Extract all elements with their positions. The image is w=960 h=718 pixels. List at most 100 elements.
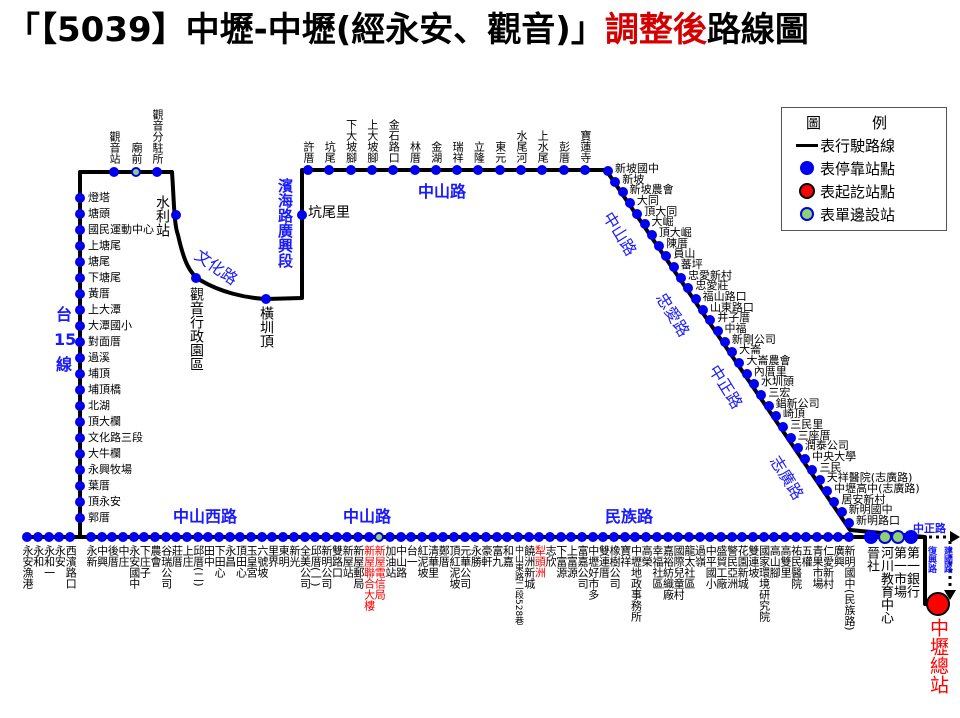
stop-marker[interactable] (75, 449, 85, 459)
stop-marker[interactable] (288, 532, 299, 542)
stop-marker[interactable] (75, 465, 85, 475)
stop-marker[interactable] (75, 497, 85, 507)
stop-marker[interactable] (331, 532, 342, 542)
stop-marker[interactable] (171, 210, 181, 220)
stop-marker[interactable] (75, 225, 85, 235)
stop-marker[interactable] (75, 321, 85, 331)
stop-marker[interactable] (152, 167, 162, 177)
stop-marker[interactable] (171, 532, 182, 542)
stop-marker[interactable] (523, 532, 534, 542)
stop-marker[interactable] (624, 198, 635, 208)
stop-marker[interactable] (697, 304, 708, 315)
stop-marker[interactable] (779, 532, 790, 542)
stop-marker[interactable] (406, 532, 417, 542)
stop-marker[interactable] (459, 532, 470, 542)
stop-marker[interactable] (651, 532, 662, 542)
stop-marker[interactable] (75, 513, 85, 523)
stop-marker[interactable] (673, 532, 684, 542)
stop-marker[interactable] (778, 422, 789, 432)
stop-marker[interactable] (75, 273, 85, 283)
stop-marker[interactable] (22, 532, 32, 542)
stop-marker[interactable] (737, 532, 748, 542)
stop-marker[interactable] (438, 532, 449, 542)
stop-marker[interactable] (537, 165, 548, 175)
stop-marker[interactable] (235, 532, 246, 542)
stop-marker[interactable] (32, 532, 43, 542)
stop-marker[interactable] (427, 532, 438, 542)
stop-marker[interactable] (734, 358, 745, 368)
stop-marker[interactable] (182, 532, 193, 542)
stop-marker[interactable] (719, 336, 730, 347)
stop-marker[interactable] (345, 165, 356, 175)
stop-marker[interactable] (303, 165, 313, 175)
stop-marker[interactable] (747, 532, 758, 542)
stop-marker[interactable] (75, 481, 85, 491)
stop-marker[interactable] (534, 532, 545, 542)
stop-marker[interactable] (579, 165, 590, 175)
stop-marker[interactable] (75, 353, 85, 363)
stop-marker[interactable] (566, 532, 577, 542)
stop-marker[interactable] (65, 532, 76, 542)
stop-marker[interactable] (829, 496, 840, 507)
stop-marker[interactable] (191, 273, 201, 283)
stop-marker[interactable] (430, 165, 441, 175)
stop-marker[interactable] (814, 475, 825, 486)
stop-marker[interactable] (43, 532, 54, 542)
stop-marker[interactable] (639, 219, 650, 230)
stop-marker[interactable] (150, 532, 161, 542)
stop-marker[interactable] (641, 532, 652, 542)
stop-marker[interactable] (246, 532, 257, 542)
stop-marker[interactable] (310, 532, 321, 542)
stop-marker[interactable] (712, 326, 723, 336)
stop-marker[interactable] (261, 294, 271, 304)
stop-marker[interactable] (654, 240, 665, 251)
stop-marker[interactable] (342, 532, 353, 542)
stop-marker[interactable] (619, 532, 630, 542)
stop-marker[interactable] (632, 208, 643, 219)
stop-marker[interactable] (630, 532, 641, 542)
stop-marker[interactable] (75, 337, 85, 347)
stop-marker[interactable] (75, 433, 85, 443)
stop-marker[interactable] (366, 165, 377, 175)
stop-marker[interactable] (128, 532, 139, 542)
stop-marker[interactable] (770, 411, 781, 422)
stop-marker[interactable] (756, 390, 767, 400)
stop-marker[interactable] (558, 165, 569, 175)
stop-marker[interactable] (502, 532, 513, 542)
stop-marker[interactable] (705, 532, 716, 542)
stop-marker[interactable] (822, 532, 833, 542)
stop-marker[interactable] (807, 464, 818, 475)
stop-marker[interactable] (224, 532, 235, 542)
stop-marker[interactable] (758, 532, 769, 542)
stop-marker[interactable] (741, 368, 752, 379)
stop-marker[interactable] (690, 294, 701, 304)
stop-marker[interactable] (299, 532, 310, 542)
stop-marker[interactable] (139, 532, 150, 542)
stop-marker[interactable] (555, 532, 566, 542)
stop-marker[interactable] (769, 532, 780, 542)
stop-marker[interactable] (75, 257, 85, 267)
stop-marker[interactable] (833, 532, 844, 542)
stop-marker[interactable] (363, 532, 374, 542)
stop-marker[interactable] (452, 165, 463, 175)
one-side-stop-marker[interactable] (878, 530, 892, 544)
stop-marker[interactable] (267, 532, 278, 542)
stop-marker[interactable] (320, 532, 331, 542)
stop-marker[interactable] (662, 532, 673, 542)
stop-marker[interactable] (790, 532, 801, 542)
stop-marker[interactable] (785, 432, 796, 443)
one-side-stop-marker[interactable] (131, 167, 141, 177)
stop-marker[interactable] (749, 379, 760, 390)
stop-marker[interactable] (75, 193, 85, 203)
stop-marker[interactable] (297, 210, 307, 220)
stop-marker[interactable] (609, 532, 620, 542)
stop-marker[interactable] (107, 532, 118, 542)
stop-marker[interactable] (395, 532, 406, 542)
stop-marker[interactable] (448, 532, 459, 542)
stop-marker[interactable] (75, 305, 85, 315)
stop-marker[interactable] (75, 289, 85, 299)
stop-marker[interactable] (683, 283, 694, 294)
stop-marker[interactable] (160, 532, 171, 542)
stop-marker[interactable] (118, 532, 129, 542)
stop-marker[interactable] (75, 209, 85, 219)
